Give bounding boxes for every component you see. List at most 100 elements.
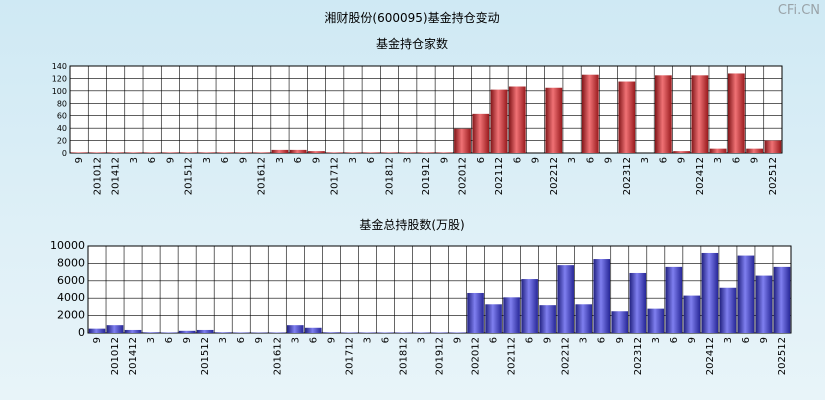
x-tick-label: 6 bbox=[658, 157, 669, 163]
x-tick-label: 6 bbox=[366, 157, 377, 163]
x-tick-label: 201012 bbox=[92, 157, 103, 195]
x-tick-label: 201012 bbox=[110, 337, 121, 375]
bar bbox=[377, 332, 394, 333]
x-tick-label: 3 bbox=[218, 337, 229, 343]
x-tick-label: 3 bbox=[348, 157, 359, 163]
bar bbox=[88, 328, 106, 333]
bar bbox=[162, 152, 179, 153]
x-tick-label: 3 bbox=[290, 337, 301, 343]
x-tick-label: 9 bbox=[311, 157, 322, 163]
bar bbox=[178, 330, 196, 333]
x-tick-label: 9 bbox=[543, 337, 554, 343]
chart-1-title: 基金持仓家数 bbox=[376, 36, 448, 51]
y-tick-label: 0 bbox=[62, 149, 67, 158]
x-tick-label: 202412 bbox=[695, 157, 706, 195]
watermark: CFi.CN bbox=[778, 3, 820, 18]
bar bbox=[70, 152, 88, 153]
x-tick-label: 202312 bbox=[633, 337, 644, 375]
x-tick-label: 6 bbox=[293, 157, 304, 163]
bar bbox=[232, 332, 250, 333]
x-tick-label: 3 bbox=[640, 157, 651, 163]
x-tick-label: 3 bbox=[579, 337, 590, 343]
x-tick-label: 3 bbox=[651, 337, 662, 343]
y-tick-label: 140 bbox=[52, 62, 67, 71]
bar bbox=[143, 152, 161, 153]
x-tick-label: 202212 bbox=[561, 337, 572, 375]
x-tick-label: 3 bbox=[362, 337, 373, 343]
x-tick-label: 6 bbox=[147, 157, 158, 163]
x-tick-label: 6 bbox=[741, 337, 752, 343]
bar bbox=[755, 275, 773, 333]
x-tick-label: 201712 bbox=[344, 337, 355, 375]
bar bbox=[235, 152, 252, 153]
x-tick-label: 201712 bbox=[330, 157, 341, 195]
bar bbox=[472, 113, 490, 153]
plot-area bbox=[69, 65, 783, 154]
x-tick-label: 3 bbox=[146, 337, 157, 343]
x-tick-label: 3 bbox=[713, 157, 724, 163]
page-title: 湘财股份(600095)基金持仓变动 bbox=[324, 10, 499, 25]
x-tick-label: 3 bbox=[567, 157, 578, 163]
bar bbox=[647, 308, 665, 333]
bar bbox=[691, 75, 709, 153]
x-tick-label: 202112 bbox=[494, 157, 505, 195]
bar bbox=[701, 252, 719, 333]
y-tick-label: 100 bbox=[52, 87, 67, 96]
bar bbox=[746, 148, 764, 153]
x-tick-label: 6 bbox=[585, 157, 596, 163]
bar bbox=[268, 332, 286, 333]
x-tick-label: 9 bbox=[759, 337, 770, 343]
x-tick-label: 202312 bbox=[622, 157, 633, 195]
x-tick-label: 201412 bbox=[111, 157, 122, 195]
x-tick-label: 6 bbox=[512, 157, 523, 163]
bar bbox=[308, 151, 325, 153]
bar bbox=[709, 148, 727, 153]
chart-1-holder-count: 0 20 40 60 80 100 120 140 9 201012 201412 3 6 9 201512… bbox=[52, 62, 783, 195]
bar bbox=[107, 152, 125, 153]
bar bbox=[581, 74, 599, 153]
bar bbox=[305, 327, 322, 333]
x-tick-label: 9 bbox=[74, 157, 85, 163]
bar bbox=[490, 89, 508, 153]
x-tick-label: 3 bbox=[416, 337, 427, 343]
bar bbox=[485, 304, 502, 333]
bar bbox=[737, 255, 755, 333]
x-tick-label: 6 bbox=[476, 157, 487, 163]
bar bbox=[417, 152, 435, 153]
bar bbox=[521, 279, 538, 333]
x-tick-label: 201412 bbox=[128, 337, 139, 375]
x-tick-label: 3 bbox=[723, 337, 734, 343]
x-tick-label: 6 bbox=[669, 337, 680, 343]
bar bbox=[323, 332, 340, 333]
x-tick-label: 9 bbox=[453, 337, 464, 343]
y-tick-label: 0 bbox=[78, 326, 85, 339]
bar bbox=[106, 325, 124, 333]
x-tick-label: 9 bbox=[677, 157, 688, 163]
bar bbox=[359, 332, 376, 333]
bar bbox=[287, 325, 304, 333]
x-tick-label: 6 bbox=[731, 157, 742, 163]
x-tick-label: 202112 bbox=[507, 337, 518, 375]
y-tick-label: 8000 bbox=[57, 256, 85, 269]
y-tick-label: 40 bbox=[57, 124, 67, 133]
x-tick-label: 9 bbox=[92, 337, 103, 343]
x-tick-label: 202412 bbox=[705, 337, 716, 375]
x-tick-label: 6 bbox=[236, 337, 247, 343]
bar bbox=[539, 305, 556, 333]
bar bbox=[124, 329, 142, 333]
y-tick-label: 6000 bbox=[57, 274, 85, 287]
bar bbox=[683, 295, 701, 333]
y-tick-label: 60 bbox=[57, 112, 67, 121]
x-tick-label: 9 bbox=[615, 337, 626, 343]
x-tick-label: 201812 bbox=[384, 157, 395, 195]
x-tick-label: 3 bbox=[202, 157, 213, 163]
x-tick-label: 201912 bbox=[421, 157, 432, 195]
x-tick-label: 202012 bbox=[458, 157, 469, 195]
bar bbox=[344, 152, 362, 153]
bar bbox=[341, 332, 358, 333]
bar bbox=[773, 266, 791, 333]
y-tick-label: 10000 bbox=[50, 239, 85, 252]
x-tick-label: 201612 bbox=[257, 157, 268, 195]
bar bbox=[253, 152, 271, 153]
x-tick-label: 6 bbox=[525, 337, 536, 343]
